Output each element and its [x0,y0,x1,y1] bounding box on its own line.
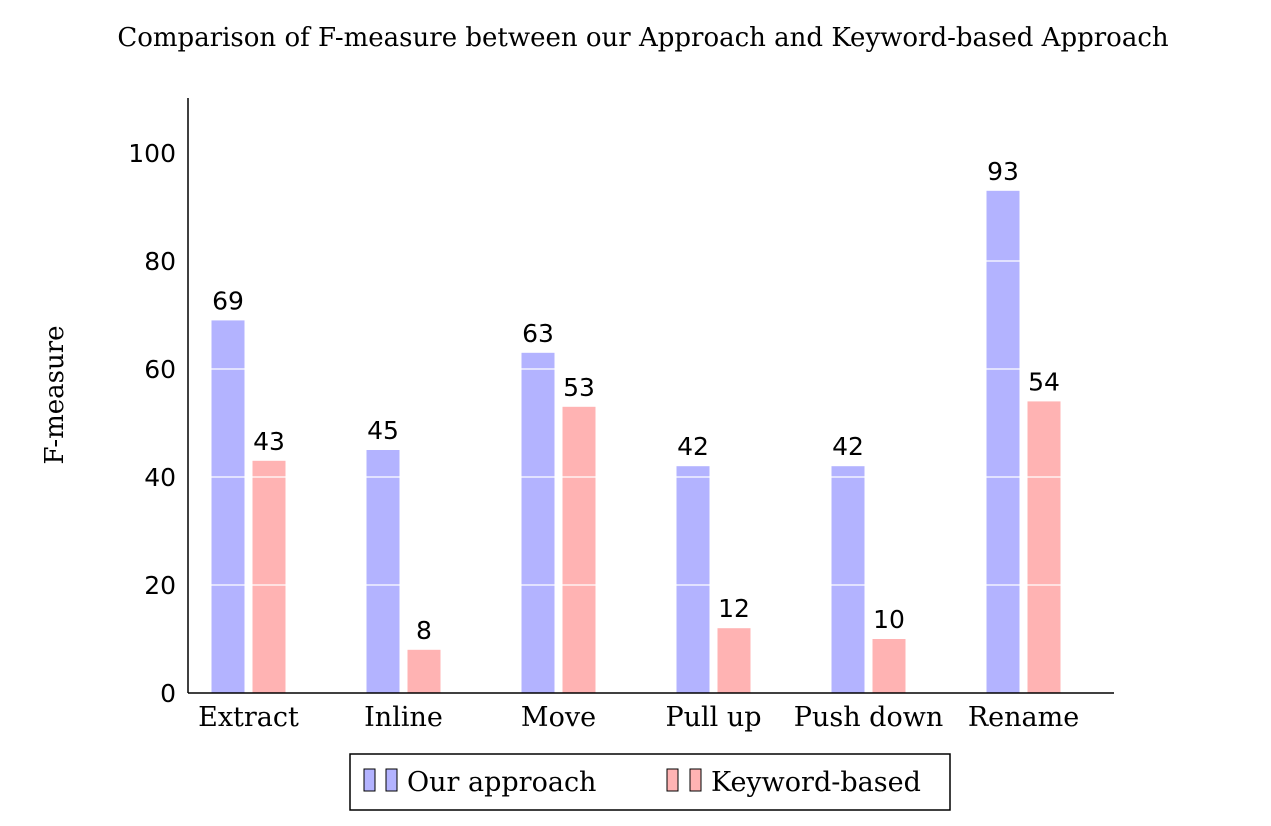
bar-keyword-based-pull-up [717,628,751,693]
bar-our-approach-pull-up [676,466,710,693]
bar-keyword-based-rename [1027,401,1061,693]
legend-swatch-keyword-based [666,768,679,792]
y-tick-label: 0 [160,679,176,708]
legend: Our approach Keyword-based [349,753,951,811]
legend-box [349,753,951,811]
legend-swatch-our-approach [363,768,376,792]
bar-keyword-based-move [562,406,596,693]
y-tick-label: 100 [128,139,176,168]
data-label-our-approach-pull-up: 42 [677,432,709,461]
data-label-keyword-based-pull-up: 12 [718,594,750,623]
legend-swatch-our-approach [385,768,398,792]
y-tick-label: 80 [144,247,176,276]
bar-keyword-based-push-down [872,639,906,693]
data-label-our-approach-push-down: 42 [832,432,864,461]
bar-our-approach-push-down [831,466,865,693]
legend-label-keyword-based: Keyword-based [711,767,921,798]
y-axis-label: F-measure [40,325,70,464]
x-tick-label-inline: Inline [364,702,443,733]
data-label-keyword-based-rename: 54 [1028,367,1060,396]
y-tick-label: 40 [144,463,176,492]
x-tick-label-extract: Extract [198,702,299,733]
y-axis-ticks: 0 20 40 60 80 100 [128,139,176,708]
bar-our-approach-inline [366,450,400,693]
data-label-keyword-based-move: 53 [563,373,595,402]
data-label-our-approach-extract: 69 [212,286,244,315]
x-tick-label-rename: Rename [968,702,1079,733]
data-labels: 69 43 45 8 63 53 42 12 42 10 93 54 [212,157,1060,645]
data-label-our-approach-move: 63 [522,319,554,348]
data-label-our-approach-inline: 45 [367,416,399,445]
x-axis-ticks: Extract Inline Move Pull up Push down Rename [198,702,1079,733]
x-tick-label-move: Move [521,702,596,733]
data-label-keyword-based-push-down: 10 [873,605,905,634]
x-tick-label-push-down: Push down [794,702,943,733]
bar-our-approach-rename [986,190,1020,694]
legend-label-our-approach: Our approach [407,767,596,798]
gridlines [189,152,1114,586]
chart-title: Comparison of F-measure between our Appr… [117,23,1169,53]
y-tick-label: 20 [144,571,176,600]
x-tick-label-pull-up: Pull up [665,702,761,733]
bar-keyword-based-inline [407,649,441,693]
bar-our-approach-extract [211,320,245,693]
bar-keyword-based-extract [252,460,286,693]
bars [211,190,1061,694]
legend-swatch-keyword-based [689,768,702,792]
y-tick-label: 60 [144,355,176,384]
data-label-our-approach-rename: 93 [987,157,1019,186]
data-label-keyword-based-inline: 8 [416,616,432,645]
bar-our-approach-move [521,352,555,693]
data-label-keyword-based-extract: 43 [253,427,285,456]
